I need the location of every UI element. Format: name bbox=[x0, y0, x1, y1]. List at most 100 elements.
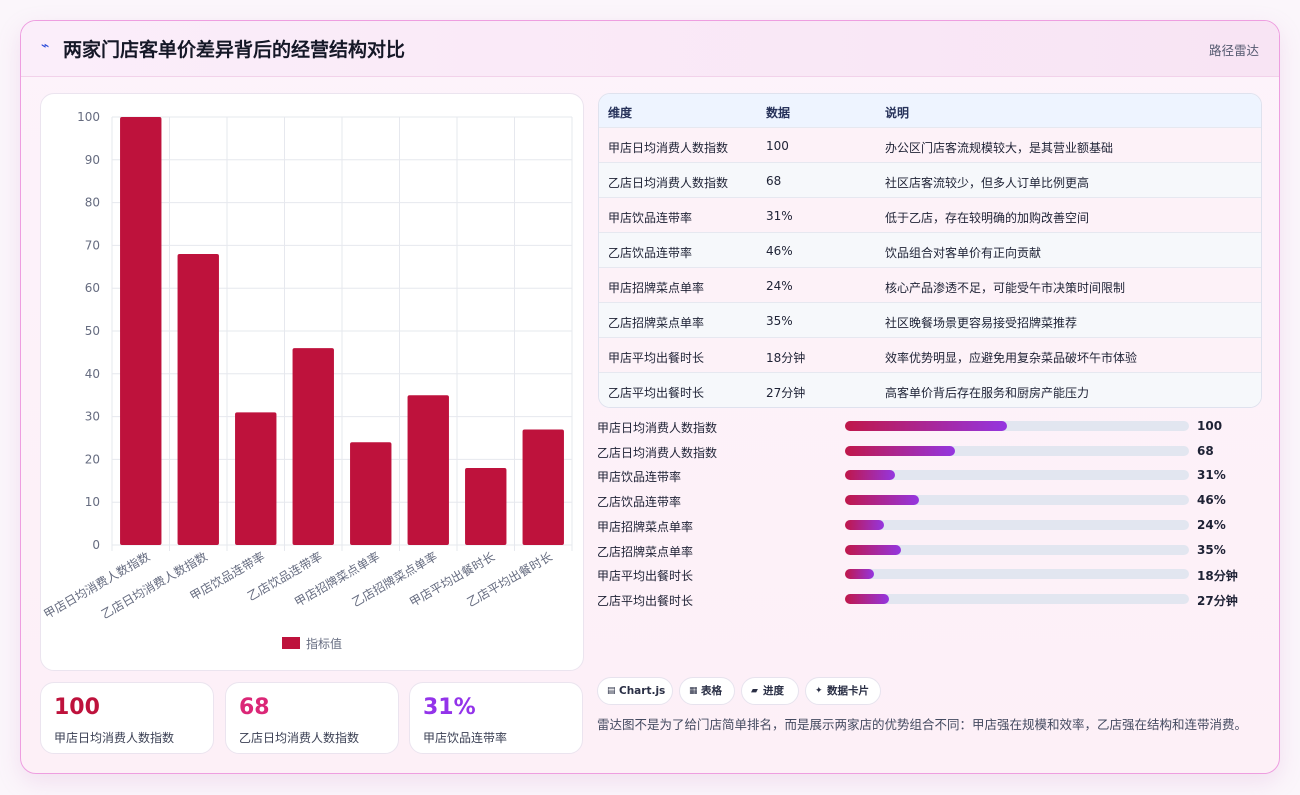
table-icon: ▦ bbox=[689, 686, 698, 696]
progress-value: 18分钟 bbox=[1197, 569, 1238, 583]
progress-row: 甲店平均出餐时长 18分钟 bbox=[597, 564, 1257, 584]
x-tick-label: 甲店日均消费人数指数 bbox=[41, 549, 152, 622]
progress-value: 35% bbox=[1197, 543, 1226, 557]
table-cell: 甲店招牌菜点单率 bbox=[608, 281, 705, 295]
tag-chartjs[interactable]: ▤ Chart.js bbox=[597, 677, 673, 705]
y-tick-label: 10 bbox=[85, 495, 100, 509]
tag-table[interactable]: ▦ 表格 bbox=[679, 677, 735, 705]
table-cell: 46% bbox=[766, 244, 793, 258]
progress-row: 乙店招牌菜点单率 35% bbox=[597, 540, 1257, 560]
y-tick-label: 40 bbox=[85, 367, 100, 381]
table-cell: 甲店平均出餐时长 bbox=[608, 351, 705, 365]
card-icon: ✦ bbox=[815, 686, 823, 696]
bar bbox=[522, 429, 564, 545]
table-row: 甲店饮品连带率 31% 低于乙店，存在较明确的加购改善空间 bbox=[599, 197, 1261, 233]
table-cell: 办公区门店客流规模较大，是其营业额基础 bbox=[885, 141, 1114, 155]
waveform-icon: ⌁ bbox=[41, 38, 50, 54]
progress-value: 31% bbox=[1197, 468, 1226, 482]
table-header-row: 维度 数据 说明 bbox=[599, 94, 1261, 127]
table-cell: 核心产品渗透不足，可能受午市决策时间限制 bbox=[885, 281, 1126, 295]
tag-label: 进度 bbox=[763, 685, 784, 697]
bar bbox=[120, 117, 162, 545]
bar bbox=[465, 467, 507, 545]
table-cell: 甲店日均消费人数指数 bbox=[608, 141, 729, 155]
progress-label: 乙店平均出餐时长 bbox=[597, 594, 694, 608]
bar-chart-card: 0 10 20 30 40 50 60 70 80 90 100 甲店日均消费人数指数 乙店日均消费人数… bbox=[40, 93, 584, 671]
progress-fill bbox=[845, 421, 1007, 431]
table-cell: 社区晚餐场景更容易接受招牌菜推荐 bbox=[885, 316, 1078, 330]
progress-row: 乙店平均出餐时长 27分钟 bbox=[597, 589, 1257, 609]
dashboard-panel: ⌁ 两家门店客单价差异背后的经营结构对比 路径雷达 0 10 20 30 40 50 60 7… bbox=[20, 20, 1280, 774]
table-cell: 低于乙店，存在较明确的加购改善空间 bbox=[885, 211, 1090, 225]
table-cell: 乙店招牌菜点单率 bbox=[608, 316, 705, 330]
table-cell: 效率优势明显，应避免用复杂菜品破坏午市体验 bbox=[885, 351, 1138, 365]
data-table: 维度 数据 说明 甲店日均消费人数指数 100 办公区门店客流规模较大，是其营业… bbox=[598, 93, 1262, 408]
y-tick-label: 100 bbox=[77, 110, 100, 124]
progress-label: 乙店日均消费人数指数 bbox=[597, 446, 718, 460]
table-row: 甲店平均出餐时长 18分钟 效率优势明显，应避免用复杂菜品破坏午市体验 bbox=[599, 337, 1261, 373]
progress-row: 甲店招牌菜点单率 24% bbox=[597, 515, 1257, 535]
kpi-value: 68 bbox=[239, 695, 270, 720]
table-header-cell: 维度 bbox=[608, 106, 633, 120]
bar bbox=[350, 442, 392, 545]
table-cell: 饮品组合对客单价有正向贡献 bbox=[885, 246, 1042, 260]
table-cell: 乙店日均消费人数指数 bbox=[608, 176, 729, 190]
table-cell: 68 bbox=[766, 174, 782, 188]
progress-icon: ▰ bbox=[751, 686, 758, 696]
page-title: 两家门店客单价差异背后的经营结构对比 bbox=[63, 39, 406, 61]
x-tick-label: 乙店日均消费人数指数 bbox=[98, 549, 209, 622]
chart-icon: ▤ bbox=[607, 686, 616, 696]
progress-track bbox=[845, 594, 1189, 604]
table-cell: 乙店平均出餐时长 bbox=[608, 386, 705, 400]
progress-fill bbox=[845, 446, 956, 456]
kpi-label: 甲店饮品连带率 bbox=[423, 731, 508, 745]
progress-fill bbox=[845, 569, 874, 579]
progress-value: 24% bbox=[1197, 518, 1226, 532]
progress-value: 68 bbox=[1197, 444, 1214, 458]
progress-label: 乙店饮品连带率 bbox=[597, 495, 682, 509]
progress-track bbox=[845, 470, 1189, 480]
bar bbox=[407, 395, 449, 545]
progress-fill bbox=[845, 545, 902, 555]
y-tick-label: 20 bbox=[85, 452, 100, 466]
tag-label: 表格 bbox=[701, 685, 722, 697]
kpi-card: 100 甲店日均消费人数指数 bbox=[40, 682, 214, 754]
progress-value: 27分钟 bbox=[1197, 594, 1238, 608]
table-cell: 乙店饮品连带率 bbox=[608, 246, 693, 260]
table-row: 乙店招牌菜点单率 35% 社区晚餐场景更容易接受招牌菜推荐 bbox=[599, 302, 1261, 338]
legend-label: 指标值 bbox=[306, 636, 342, 651]
table-cell: 18分钟 bbox=[766, 351, 806, 365]
table-header-cell: 说明 bbox=[885, 106, 910, 120]
table-cell: 35% bbox=[766, 314, 793, 328]
progress-track bbox=[845, 421, 1189, 431]
progress-fill bbox=[845, 495, 919, 505]
progress-label: 乙店招牌菜点单率 bbox=[597, 545, 694, 559]
progress-label: 甲店日均消费人数指数 bbox=[597, 421, 718, 435]
table-row: 甲店日均消费人数指数 100 办公区门店客流规模较大，是其营业额基础 bbox=[599, 127, 1261, 163]
progress-label: 甲店招牌菜点单率 bbox=[597, 520, 694, 534]
kpi-value: 100 bbox=[54, 695, 100, 720]
tag-data-card[interactable]: ✦ 数据卡片 bbox=[805, 677, 881, 705]
y-tick-label: 90 bbox=[85, 153, 100, 167]
progress-fill bbox=[845, 594, 889, 604]
kpi-value: 31% bbox=[423, 695, 476, 720]
kpi-label: 甲店日均消费人数指数 bbox=[54, 731, 175, 745]
header-bar: ⌁ 两家门店客单价差异背后的经营结构对比 路径雷达 bbox=[21, 21, 1279, 77]
y-tick-label: 0 bbox=[92, 538, 100, 552]
table-cell: 31% bbox=[766, 209, 793, 223]
progress-track bbox=[845, 545, 1189, 555]
table-header-cell: 数据 bbox=[766, 106, 791, 120]
bar-chart: 0 10 20 30 40 50 60 70 80 90 100 甲店日均消费人数指数乙店日均消费人数… bbox=[41, 110, 573, 651]
y-tick-label: 30 bbox=[85, 410, 100, 424]
progress-fill bbox=[845, 520, 884, 530]
tag-label: Chart.js bbox=[619, 685, 666, 697]
table-cell: 甲店饮品连带率 bbox=[608, 211, 693, 225]
table-row: 乙店日均消费人数指数 68 社区店客流较少，但多人订单比例更高 bbox=[599, 162, 1261, 198]
table-row: 甲店招牌菜点单率 24% 核心产品渗透不足，可能受午市决策时间限制 bbox=[599, 267, 1261, 303]
progress-label: 甲店饮品连带率 bbox=[597, 470, 682, 484]
kpi-card: 68 乙店日均消费人数指数 bbox=[225, 682, 399, 754]
tag-progress[interactable]: ▰ 进度 bbox=[741, 677, 799, 705]
progress-row: 甲店日均消费人数指数 100 bbox=[597, 416, 1257, 436]
table-cell: 高客单价背后存在服务和厨房产能压力 bbox=[885, 386, 1090, 400]
table-row: 乙店平均出餐时长 27分钟 高客单价背后存在服务和厨房产能压力 bbox=[599, 372, 1261, 407]
